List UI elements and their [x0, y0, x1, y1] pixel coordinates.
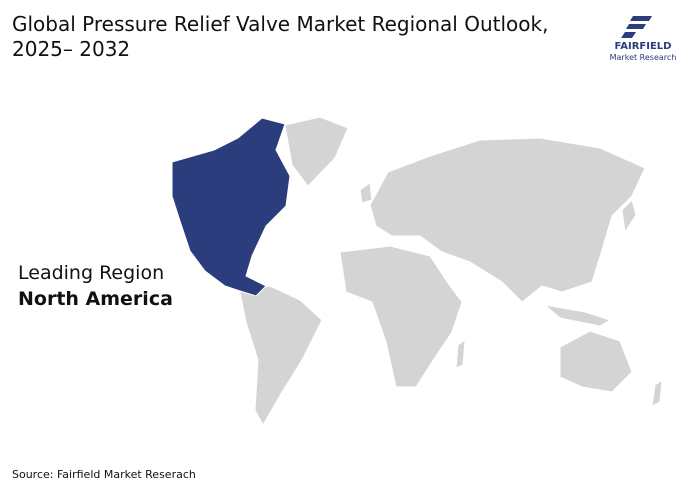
- greenland: [284, 116, 349, 187]
- south-america: [239, 285, 323, 427]
- world-map: [171, 116, 663, 427]
- japan: [621, 199, 637, 234]
- north-america: [171, 117, 291, 297]
- logo-tagline: Market Research: [610, 53, 677, 62]
- callout-label: Leading Region: [18, 262, 164, 284]
- title-line: 2025– 2032: [12, 37, 130, 61]
- australia: [559, 330, 633, 393]
- source: Source: Fairfield Market Reserach: [12, 468, 196, 481]
- callout-region: North America: [18, 288, 173, 310]
- new-zealand: [651, 378, 663, 407]
- madagascar: [455, 338, 466, 369]
- logo-name: FAIRFIELD: [615, 41, 672, 52]
- eurasia: [369, 137, 646, 303]
- indonesia: [543, 304, 612, 327]
- title-line: Global Pressure Relief Valve Market Regi…: [12, 12, 548, 36]
- logo: FAIRFIELD Market Research: [610, 16, 677, 62]
- africa: [339, 245, 463, 388]
- uk: [359, 182, 373, 204]
- logo-mark: [621, 16, 652, 38]
